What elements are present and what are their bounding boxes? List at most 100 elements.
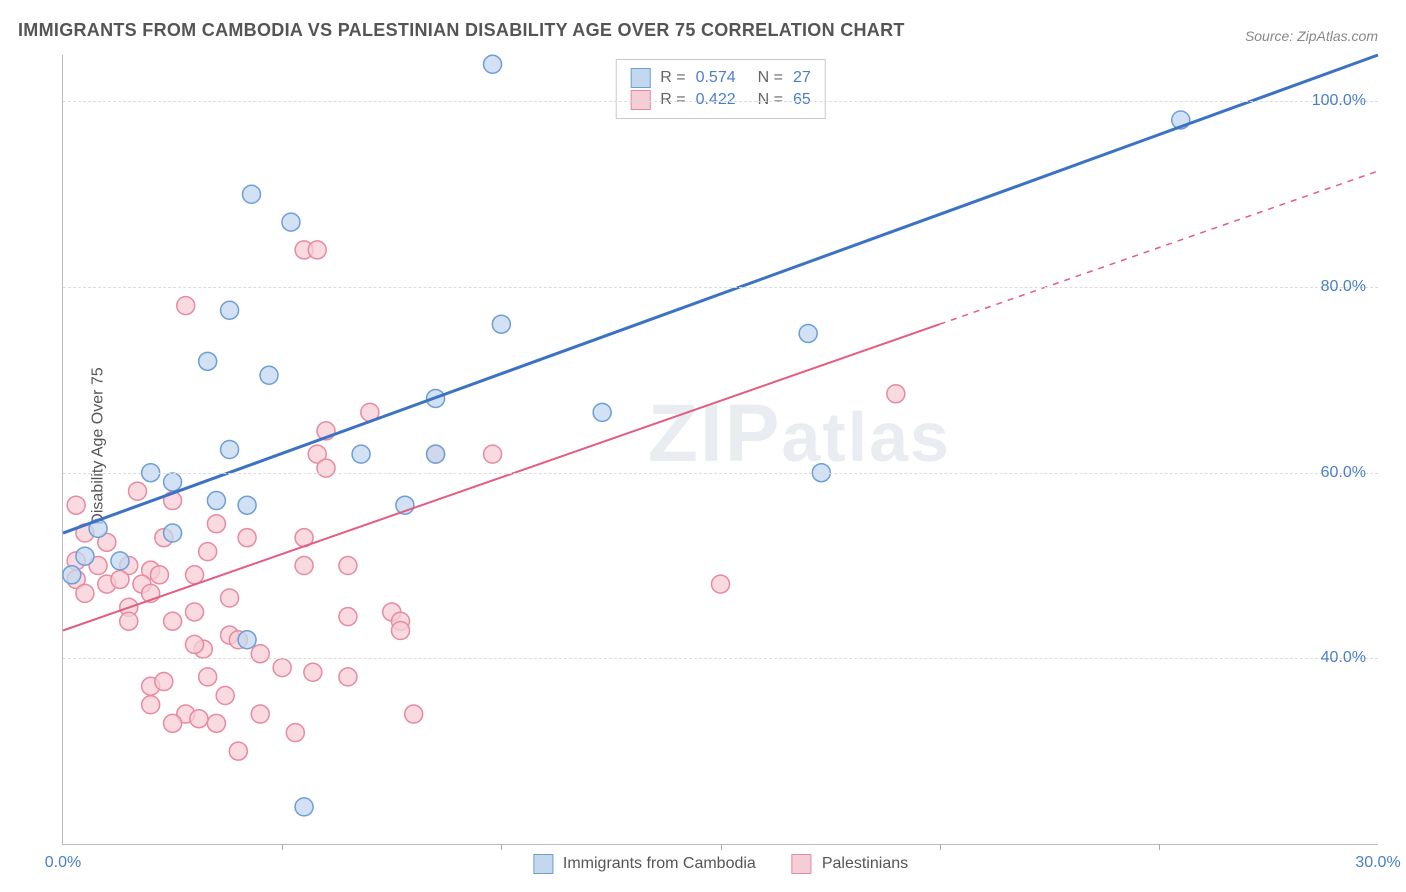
y-tick-label: 80.0% (1321, 278, 1366, 296)
data-point-palestinians (317, 459, 335, 477)
x-tick-label: 0.0% (45, 854, 81, 872)
y-tick-label: 40.0% (1321, 649, 1366, 667)
data-point-palestinians (251, 705, 269, 723)
data-point-palestinians (207, 515, 225, 533)
data-point-cambodia (238, 496, 256, 514)
data-point-palestinians (286, 724, 304, 742)
data-point-palestinians (164, 612, 182, 630)
legend-item-cambodia: Immigrants from Cambodia (533, 854, 756, 874)
chart-container: IMMIGRANTS FROM CAMBODIA VS PALESTINIAN … (0, 0, 1406, 892)
data-point-palestinians (120, 612, 138, 630)
legend-item-palestinians: Palestinians (792, 854, 908, 874)
legend-n-value-palestinians: 65 (793, 91, 811, 109)
legend-swatch-palestinians (792, 854, 812, 874)
data-point-cambodia (63, 566, 81, 584)
data-point-palestinians (76, 584, 94, 602)
legend-r-label: R = (660, 69, 685, 87)
data-point-palestinians (295, 557, 313, 575)
regression-line-ext-palestinians (940, 171, 1378, 324)
data-point-palestinians (339, 557, 357, 575)
data-point-cambodia (111, 552, 129, 570)
source-attribution: Source: ZipAtlas.com (1245, 28, 1378, 44)
legend-label-cambodia: Immigrants from Cambodia (563, 855, 756, 873)
data-point-cambodia (593, 403, 611, 421)
data-point-palestinians (186, 566, 204, 584)
x-tick-mark (501, 844, 502, 850)
data-point-palestinians (150, 566, 168, 584)
data-point-cambodia (164, 524, 182, 542)
data-point-palestinians (392, 622, 410, 640)
legend-swatch-cambodia (533, 854, 553, 874)
legend-n-label: N = (758, 69, 783, 87)
data-point-palestinians (251, 645, 269, 663)
plot-area: ZIPatlas R = 0.574 N = 27 R = 0.422 N = … (62, 55, 1378, 845)
chart-title: IMMIGRANTS FROM CAMBODIA VS PALESTINIAN … (18, 20, 905, 41)
legend-n-value-cambodia: 27 (793, 69, 811, 87)
regression-line-cambodia (63, 55, 1378, 533)
y-tick-label: 100.0% (1312, 92, 1366, 110)
chart-svg (63, 55, 1378, 844)
data-point-cambodia (221, 301, 239, 319)
legend-swatch-cambodia (630, 68, 650, 88)
data-point-palestinians (111, 570, 129, 588)
data-point-cambodia (242, 185, 260, 203)
data-point-palestinians (887, 385, 905, 403)
data-point-palestinians (207, 714, 225, 732)
legend-swatch-palestinians (630, 90, 650, 110)
x-tick-mark (940, 844, 941, 850)
data-point-palestinians (199, 668, 217, 686)
legend-row-cambodia: R = 0.574 N = 27 (630, 68, 811, 88)
data-point-palestinians (405, 705, 423, 723)
data-point-palestinians (484, 445, 502, 463)
data-point-palestinians (339, 608, 357, 626)
legend-n-label: N = (758, 91, 783, 109)
data-point-palestinians (229, 742, 247, 760)
gridline (63, 101, 1378, 102)
data-point-cambodia (799, 324, 817, 342)
data-point-palestinians (67, 496, 85, 514)
data-point-palestinians (142, 696, 160, 714)
data-point-cambodia (199, 352, 217, 370)
data-point-palestinians (177, 297, 195, 315)
data-point-cambodia (76, 547, 94, 565)
data-point-palestinians (155, 673, 173, 691)
data-point-palestinians (190, 710, 208, 728)
data-point-palestinians (339, 668, 357, 686)
data-point-palestinians (186, 635, 204, 653)
data-point-cambodia (260, 366, 278, 384)
x-tick-mark (721, 844, 722, 850)
x-tick-label: 30.0% (1355, 854, 1400, 872)
data-point-cambodia (427, 445, 445, 463)
data-point-cambodia (164, 473, 182, 491)
data-point-cambodia (221, 441, 239, 459)
legend-label-palestinians: Palestinians (822, 855, 908, 873)
data-point-cambodia (282, 213, 300, 231)
data-point-palestinians (221, 589, 239, 607)
data-point-cambodia (492, 315, 510, 333)
data-point-palestinians (186, 603, 204, 621)
legend-row-palestinians: R = 0.422 N = 65 (630, 90, 811, 110)
x-tick-mark (1159, 844, 1160, 850)
data-point-palestinians (164, 714, 182, 732)
data-point-palestinians (238, 529, 256, 547)
data-point-cambodia (207, 492, 225, 510)
x-tick-mark (282, 844, 283, 850)
data-point-palestinians (199, 543, 217, 561)
data-point-palestinians (273, 659, 291, 677)
legend-r-value-palestinians: 0.422 (696, 91, 736, 109)
data-point-palestinians (129, 482, 147, 500)
legend-r-label: R = (660, 91, 685, 109)
data-point-palestinians (304, 663, 322, 681)
gridline (63, 473, 1378, 474)
correlation-legend: R = 0.574 N = 27 R = 0.422 N = 65 (615, 59, 826, 119)
regression-line-palestinians (63, 324, 940, 630)
gridline (63, 287, 1378, 288)
data-point-cambodia (484, 55, 502, 73)
y-tick-label: 60.0% (1321, 464, 1366, 482)
series-legend: Immigrants from Cambodia Palestinians (533, 854, 908, 874)
data-point-palestinians (216, 686, 234, 704)
data-point-cambodia (352, 445, 370, 463)
data-point-cambodia (238, 631, 256, 649)
gridline (63, 658, 1378, 659)
data-point-cambodia (295, 798, 313, 816)
